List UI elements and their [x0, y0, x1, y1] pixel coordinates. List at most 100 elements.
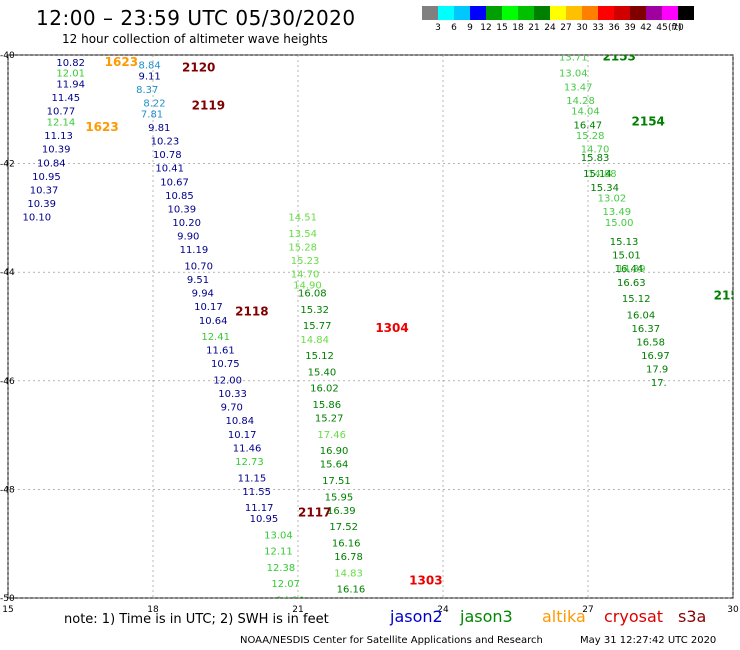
legend-swatch	[678, 6, 694, 20]
wave-height-value: 10.82	[56, 58, 85, 69]
wave-height-value: 12.38	[267, 563, 296, 574]
wave-height-value: 11.61	[206, 346, 235, 357]
wave-height-value: 14.10	[276, 595, 305, 606]
wave-height-value: 12.01	[56, 69, 85, 80]
wave-height-value: 10.84	[37, 158, 66, 169]
wave-height-value: 16.63	[617, 278, 646, 289]
altimeter-passes: 1623 1623 10.82 11.94 11.45 10.77 11.13 10.39 10…	[23, 55, 734, 612]
wave-height-value: 17.51	[322, 476, 351, 487]
wave-height-value: 15.34	[590, 183, 619, 194]
longitude-label: 30	[727, 605, 739, 615]
wave-height-value: 16.04	[627, 310, 656, 321]
wave-height-value: 8.37	[136, 85, 158, 96]
legend-swatch	[566, 6, 582, 20]
map-frame	[7, 54, 734, 599]
wave-height-value: 18.29	[339, 601, 368, 612]
generated-timestamp: May 31 12:27:42 UTC 2020	[580, 635, 717, 646]
legend-tick-label: 33	[592, 23, 604, 33]
footer-note: note: 1) Time is in UTC; 2) SWH is in fe…	[64, 612, 329, 627]
page-subtitle: 12 hour collection of altimeter wave hei…	[62, 32, 328, 46]
legend-tick-label: 18	[512, 23, 524, 33]
latitude-label: -44	[0, 268, 15, 278]
wave-height-value: 15.40	[308, 367, 337, 378]
pass-time-label: 1304	[375, 321, 408, 335]
wave-height-value: 9.90	[177, 232, 199, 243]
wave-height-value: 8.22	[143, 99, 165, 110]
wave-height-value: 10.84	[226, 416, 255, 427]
wave-height-value: 16.16	[337, 585, 366, 596]
legend-swatch	[534, 6, 550, 20]
wave-height-value: 16.16	[332, 538, 361, 549]
wave-height-value: 14.70	[581, 145, 610, 156]
satellite-legend-item: jason3	[460, 607, 513, 626]
wave-height-value: 13.04	[264, 530, 293, 541]
legend-tick-label: 6	[451, 23, 457, 33]
legend-tick-label: 70	[672, 23, 684, 33]
legend-swatch	[614, 6, 630, 20]
wave-height-value: 17.	[651, 378, 667, 389]
wave-height-value: 10.37	[30, 185, 59, 196]
wave-height-value: 11.19	[180, 245, 209, 256]
wave-height-value: 11.46	[233, 443, 262, 454]
wave-height-value: 16.47	[574, 120, 603, 131]
pass-time-label: 2120	[182, 60, 215, 74]
legend-swatch	[422, 6, 438, 20]
wave-height-value: 12.07	[271, 579, 300, 590]
wave-height-value: 10.17	[194, 302, 223, 313]
wave-height-value: 15.27	[315, 414, 344, 425]
wave-height-value: 8.84	[139, 61, 161, 72]
wave-height-value: 16.37	[632, 324, 661, 335]
wave-height-value: 14.84	[300, 335, 329, 346]
wave-height-value: 16.39	[327, 506, 356, 517]
legend-tick-label: 9	[467, 23, 473, 33]
wave-height-value: 10.17	[228, 430, 257, 441]
wave-height-value: 12.00	[213, 376, 242, 387]
legend-tick-label: 3	[435, 23, 441, 33]
legend-swatch	[454, 6, 470, 20]
wave-height-value: 16.44	[615, 264, 644, 275]
wave-height-value: 13.47	[564, 82, 593, 93]
legend-swatch	[646, 6, 662, 20]
legend-swatch	[438, 6, 454, 20]
wave-height-value: 14.70	[291, 270, 320, 281]
legend-swatch	[486, 6, 502, 20]
wave-height-value: 11.15	[238, 473, 267, 484]
longitude-label: 24	[437, 605, 449, 615]
wave-height-value: 16.08	[298, 289, 327, 300]
legend-tick-label: 21	[528, 23, 540, 33]
wave-height-value: 10.39	[42, 145, 71, 156]
wave-height-value: 10.41	[155, 164, 184, 175]
legend-unit: (ft)	[668, 23, 682, 33]
wave-height-value: 14.90	[293, 280, 322, 291]
wave-height-value: 10.78	[153, 150, 182, 161]
wave-height-value: 11.45	[52, 93, 81, 104]
legend-swatch	[502, 6, 518, 20]
wave-height-value: 13.54	[288, 229, 317, 240]
pass-time-label: 2118	[235, 305, 268, 319]
legend-tick-label: 12	[480, 23, 492, 33]
legend-tick-label: 15	[496, 23, 508, 33]
latitude-label: -42	[0, 160, 15, 170]
latitude-label: -50	[0, 594, 15, 604]
legend-swatch	[598, 6, 614, 20]
pass-time-label: 2154	[632, 115, 665, 129]
wave-height-value: 15.13	[610, 237, 639, 248]
legend-tick-label: 30	[576, 23, 588, 33]
wave-height-value: 10.95	[250, 514, 279, 525]
wave-height-value: 14.39	[617, 264, 646, 275]
legend-swatch	[662, 6, 678, 20]
page-title: 12:00 – 23:59 UTC 05/30/2020	[36, 6, 356, 30]
wave-height-value: 15.14	[583, 169, 612, 180]
wave-height-value: 10.64	[199, 316, 228, 327]
legend-swatch	[550, 6, 566, 20]
legend-tick-label: 39	[624, 23, 636, 33]
wave-height-value: 11.13	[44, 131, 73, 142]
satellite-legend-item: cryosat	[604, 607, 664, 626]
wave-height-value: 12.73	[235, 457, 264, 468]
legend-tick-label: 45	[656, 23, 668, 33]
wave-height-value: 17.52	[329, 522, 358, 533]
longitude-label: 21	[292, 605, 303, 615]
legend-tick-label: 42	[640, 23, 652, 33]
pass-time-label: 2119	[192, 98, 225, 112]
